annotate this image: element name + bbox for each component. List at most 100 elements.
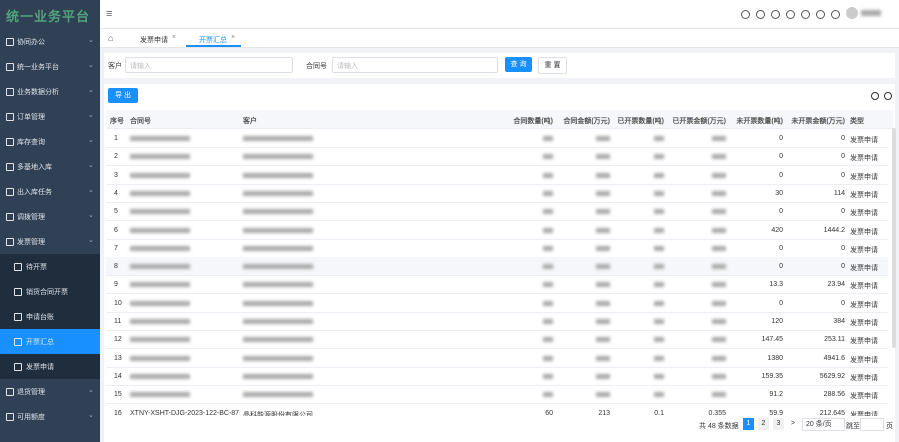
menu-item[interactable]: [0, 379, 100, 404]
redacted-cell: [712, 264, 726, 270]
menu-item[interactable]: [0, 129, 100, 154]
menu-icon: [6, 88, 14, 96]
menu-label[interactable]: 可用额度: [17, 414, 45, 421]
query-button[interactable]: 查 询: [505, 57, 532, 72]
tab-label[interactable]: 开票汇总: [199, 37, 227, 44]
menu-item[interactable]: [0, 279, 100, 304]
redacted-cell: [654, 282, 664, 288]
menu-label[interactable]: 统一业务平台: [17, 64, 59, 71]
redacted-cell: [130, 154, 190, 160]
redacted-cell: [243, 300, 313, 306]
menu-label[interactable]: 申请台账: [26, 314, 54, 321]
menu-item[interactable]: [0, 229, 100, 254]
menu-item[interactable]: [0, 254, 100, 279]
menu-icon: [6, 63, 14, 71]
toolbar-icon[interactable]: [771, 10, 780, 19]
redacted-cell: [712, 136, 726, 141]
page-button-active[interactable]: 1: [743, 418, 754, 430]
toolbar-icon[interactable]: [801, 10, 810, 19]
menu-label[interactable]: 多基地入库: [17, 164, 52, 171]
redacted-cell: [712, 227, 726, 233]
toolbar-icon[interactable]: [756, 10, 765, 19]
tab-label[interactable]: 发票申请: [140, 37, 168, 44]
menu-item-active[interactable]: [0, 329, 100, 354]
menu-item[interactable]: [0, 29, 100, 54]
reset-button[interactable]: 重 置: [538, 57, 567, 74]
page-button[interactable]: 3: [773, 418, 784, 430]
settings-icon[interactable]: [884, 92, 892, 100]
avatar[interactable]: [846, 7, 858, 19]
redacted-cell: [543, 282, 553, 288]
redacted-cell: [654, 227, 664, 233]
scrollbar: [892, 128, 896, 348]
jump-input[interactable]: [860, 418, 884, 431]
table-cell: 0: [841, 263, 845, 271]
field-label: 合同号: [306, 63, 327, 70]
menu-item[interactable]: [0, 404, 100, 429]
menu-label[interactable]: 库存查询: [17, 139, 45, 146]
table-cell: 0: [841, 208, 845, 216]
table-cell: 发票申请: [850, 338, 878, 346]
page-button[interactable]: 2: [758, 418, 769, 430]
row-number: 9: [114, 281, 118, 289]
menu-label[interactable]: 销货合同开票: [26, 289, 68, 296]
menu-icon: [6, 388, 14, 396]
toolbar-icon[interactable]: [816, 10, 825, 19]
menu-label[interactable]: 开票汇总: [26, 339, 54, 346]
menu-label[interactable]: 调拨管理: [17, 214, 45, 221]
redacted-cell: [712, 190, 726, 196]
top-bar: [100, 0, 899, 29]
menu-icon: [14, 288, 22, 296]
row-number: 4: [114, 189, 118, 197]
table-cell: 0: [841, 135, 845, 142]
text-input[interactable]: [332, 57, 498, 73]
menu-item[interactable]: [0, 354, 100, 379]
menu-item[interactable]: [0, 104, 100, 129]
redacted-cell: [712, 373, 726, 379]
table-cell: 0: [779, 244, 783, 252]
toolbar-icon[interactable]: [786, 10, 795, 19]
menu-label[interactable]: 发票申请: [26, 364, 54, 371]
menu-item[interactable]: [0, 304, 100, 329]
row-number: 15: [114, 391, 122, 399]
menu-label[interactable]: 订单管理: [17, 114, 45, 121]
export-button[interactable]: 导 出: [108, 88, 138, 103]
menu-label[interactable]: 出入库任务: [17, 189, 52, 196]
menu-item[interactable]: [0, 204, 100, 229]
redacted-cell: [243, 190, 313, 196]
menu-label[interactable]: 退货管理: [17, 389, 45, 396]
redacted-cell: [654, 190, 664, 196]
table-cell: 发票申请: [850, 246, 878, 254]
table-cell: 13.3: [769, 281, 783, 289]
text-input[interactable]: [125, 57, 293, 73]
tab-close[interactable]: ×: [172, 34, 177, 41]
page-size-select[interactable]: 20 条/页: [802, 418, 845, 431]
redacted-cell: [543, 337, 553, 343]
refresh-icon[interactable]: [871, 92, 879, 100]
row-number: 2: [114, 153, 118, 161]
redacted-cell: [243, 209, 313, 215]
toolbar-icon[interactable]: [741, 10, 750, 19]
table-cell: 0.355: [708, 409, 726, 417]
row-number: 12: [114, 336, 122, 344]
redacted-cell: [130, 245, 190, 251]
table-row: [106, 202, 888, 222]
next-page[interactable]: >: [790, 420, 796, 427]
table-row: [106, 129, 888, 148]
menu-label[interactable]: 发票管理: [17, 239, 45, 246]
table-cell: 发票申请: [850, 173, 878, 181]
menu-label[interactable]: 待开票: [26, 264, 47, 271]
home-tab[interactable]: ⌂: [108, 33, 114, 43]
tab-close[interactable]: ×: [231, 34, 236, 41]
table-cell: 发票申请: [850, 374, 878, 382]
table-cell: 120: [771, 318, 783, 325]
menu-icon: [14, 263, 22, 271]
table-cell: 147.45: [761, 336, 783, 344]
toolbar-icon[interactable]: [831, 10, 840, 19]
tab-active[interactable]: [186, 31, 241, 47]
column-header: 客户: [243, 118, 257, 125]
menu-toggle[interactable]: ≡: [106, 8, 113, 20]
menu-label[interactable]: 协同办公: [17, 39, 45, 46]
redacted-cell: [130, 392, 190, 398]
menu-label[interactable]: 业务数据分析: [17, 89, 59, 96]
